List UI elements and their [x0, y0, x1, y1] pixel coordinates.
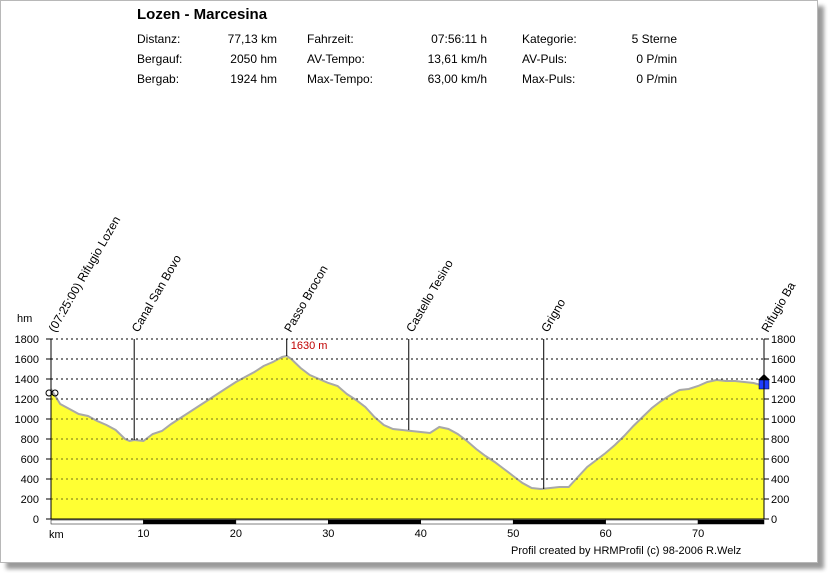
fahrzeit-value: 07:56:11 h: [431, 32, 487, 46]
profile-window: Lozen - Marcesina Distanz: 77,13 km Berg…: [0, 0, 818, 563]
km-band-segment: [328, 519, 422, 525]
max-puls-label: Max-Puls:: [522, 72, 576, 86]
start-bike-icon-wheel: [51, 389, 59, 397]
bergab-value: 1924 hm: [230, 72, 277, 86]
credit-text: Profil created by HRMProfil (c) 98-2006 …: [511, 545, 742, 557]
max-tempo-value: 63,00 km/h: [427, 72, 487, 86]
y-tick-label-right: 600: [771, 454, 789, 466]
x-tick-label: 30: [322, 528, 334, 540]
max-puls-value: 0 P/min: [636, 72, 677, 86]
y-tick-label-right: 1200: [771, 394, 795, 406]
kategorie-value: 5 Sterne: [631, 32, 677, 46]
y-tick-label-right: 400: [771, 474, 789, 486]
y-tick-label-left: 1400: [15, 374, 39, 386]
x-tick-label: 40: [415, 528, 427, 540]
x-tick-label: 50: [507, 528, 519, 540]
y-tick-label-right: 800: [771, 434, 789, 446]
x-tick-label: 20: [230, 528, 242, 540]
x-tick-label: 60: [600, 528, 612, 540]
y-tick-label-right: 0: [771, 514, 777, 526]
bergauf-value: 2050 hm: [230, 52, 277, 66]
y-tick-label-left: 1800: [15, 334, 39, 346]
km-band-segment: [605, 519, 699, 525]
y-tick-label-left: 1600: [15, 354, 39, 366]
y-tick-label-right: 1600: [771, 354, 795, 366]
waypoint-label: (07:25:00) Rifugio Lozen: [45, 214, 123, 335]
y-tick-label-right: 1400: [771, 374, 795, 386]
fahrzeit-label: Fahrzeit:: [307, 32, 354, 46]
km-band-segment: [50, 519, 144, 525]
y-tick-label-left: 600: [21, 454, 39, 466]
distanz-label: Distanz:: [137, 32, 181, 46]
y-tick-label-right: 1000: [771, 414, 795, 426]
km-band-segment: [143, 519, 237, 525]
summit-annotation: 1630 m: [291, 340, 328, 352]
waypoint-label: Canal San Bovo: [129, 252, 185, 334]
waypoint-label: Castello Tesino: [403, 257, 456, 335]
axes: 0 0 200 200 400 400 600 600 800 800 1000 1000 1200 12…: [15, 334, 796, 540]
x-tick-label: 70: [692, 528, 704, 540]
y-tick-label-left: 1200: [15, 394, 39, 406]
y-tick-label-right: 200: [771, 494, 789, 506]
kategorie-label: Kategorie:: [522, 32, 577, 46]
waypoint-label: Grigno: [538, 296, 568, 334]
x-axis-label: km: [49, 529, 64, 541]
waypoint-label: Passo Brocon: [281, 263, 330, 335]
km-band-segment: [697, 519, 765, 525]
km-band-segment: [420, 519, 514, 525]
y-tick-label-right: 1800: [771, 334, 795, 346]
max-tempo-label: Max-Tempo:: [307, 72, 374, 86]
y-axis-label: hm: [17, 313, 32, 325]
av-tempo-value: 13,61 km/h: [427, 52, 487, 66]
elevation-area: [51, 356, 764, 519]
km-band-segment: [235, 519, 329, 525]
distanz-value: 77,13 km: [227, 32, 277, 46]
km-band-segment: [512, 519, 606, 525]
y-tick-label-left: 0: [33, 514, 39, 526]
av-tempo-label: AV-Tempo:: [307, 52, 365, 66]
y-tick-label-left: 200: [21, 494, 39, 506]
av-puls-value: 0 P/min: [636, 52, 677, 66]
bergauf-label: Bergauf:: [137, 52, 183, 66]
waypoint-label: Rifugio Ba: [758, 279, 798, 334]
y-tick-label-left: 1000: [15, 414, 39, 426]
elevation-chart: (07:25:00) Rifugio Lozen Canal San Bovo Pa…: [15, 214, 799, 541]
y-tick-label-left: 800: [21, 434, 39, 446]
y-tick-label-left: 400: [21, 474, 39, 486]
x-tick-label: 10: [137, 528, 149, 540]
av-puls-label: AV-Puls:: [522, 52, 568, 66]
bergab-label: Bergab:: [137, 72, 180, 86]
route-title: Lozen - Marcesina: [137, 6, 268, 23]
